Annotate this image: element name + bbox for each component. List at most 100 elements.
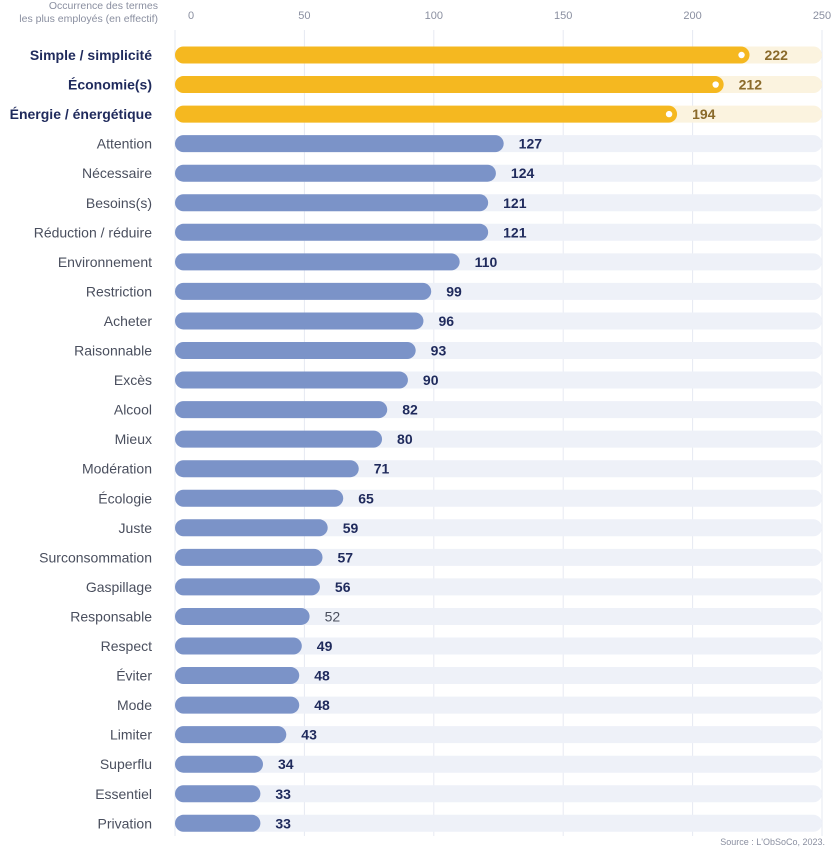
category-label: Responsable [70, 608, 152, 624]
category-label: Besoins(s) [86, 195, 152, 211]
bar [175, 342, 416, 359]
value-label: 194 [692, 106, 716, 122]
category-label: Raisonnable [74, 343, 152, 359]
bar [175, 282, 432, 300]
x-tick-label: 0 [188, 10, 194, 22]
value-label: 93 [431, 343, 447, 359]
bar [175, 312, 424, 330]
bar [175, 726, 287, 744]
value-label: 65 [358, 490, 374, 506]
value-label: 33 [275, 786, 291, 802]
x-tick-label: 200 [683, 10, 701, 22]
category-label: Gaspillage [86, 579, 152, 595]
bar [175, 253, 460, 271]
value-label: 59 [343, 520, 359, 536]
value-label: 124 [511, 165, 535, 181]
category-label: Alcool [114, 402, 152, 418]
category-label: Excès [114, 372, 152, 388]
category-label: Limiter [110, 727, 152, 743]
x-tick-label: 250 [813, 10, 831, 22]
axis-note-line-1: Occurrence des termes [48, 0, 158, 12]
bar [175, 578, 320, 596]
bar [175, 667, 300, 685]
category-label: Nécessaire [82, 165, 152, 181]
value-label: 121 [503, 224, 527, 240]
bar [175, 785, 261, 803]
value-label: 80 [397, 431, 413, 447]
bar [175, 755, 263, 773]
axis-note: Occurrence des termes les plus employés … [0, 0, 158, 25]
value-label: 34 [278, 756, 294, 772]
bar [175, 637, 302, 655]
value-label: 90 [423, 372, 439, 388]
bar-track [175, 548, 822, 566]
axis-note-line-2: les plus employés (en effectif) [19, 12, 158, 25]
bar-track [175, 667, 822, 685]
bar-track [175, 726, 822, 744]
bar [175, 430, 383, 448]
value-label: 127 [519, 136, 543, 152]
bar-track [175, 785, 822, 803]
bar [175, 607, 310, 625]
bar [175, 164, 496, 182]
bar-track [175, 696, 822, 714]
bar-track [175, 637, 822, 655]
bar [175, 135, 504, 153]
bar-track [175, 519, 822, 537]
category-label: Réduction / réduire [34, 224, 153, 240]
bar [175, 401, 388, 419]
x-tick-label: 50 [298, 10, 310, 22]
value-label: 56 [335, 579, 351, 595]
category-label: Mode [117, 697, 152, 713]
category-label: Superflu [100, 756, 152, 772]
category-label: Juste [119, 520, 153, 536]
bar [175, 548, 323, 566]
category-label: Surconsommation [39, 549, 152, 565]
bar [175, 489, 344, 507]
value-label: 110 [475, 254, 498, 270]
value-label: 96 [438, 313, 454, 329]
bar-track [175, 755, 822, 773]
bar [175, 696, 300, 714]
x-tick-label: 150 [554, 10, 572, 22]
value-label: 52 [325, 608, 341, 624]
bar [175, 105, 678, 123]
value-label: 43 [301, 727, 317, 743]
value-label: 121 [503, 195, 527, 211]
bar-track [175, 607, 822, 625]
value-label: 82 [402, 402, 418, 418]
value-label: 33 [275, 815, 291, 831]
category-label: Simple / simplicité [30, 47, 152, 63]
category-label: Privation [98, 815, 152, 831]
bar-end-dot [712, 81, 719, 88]
value-label: 212 [739, 77, 763, 93]
value-label: 57 [338, 549, 354, 565]
bar-track [175, 578, 822, 596]
category-label: Essentiel [95, 786, 152, 802]
value-label: 48 [314, 668, 330, 684]
x-tick-label: 100 [425, 10, 443, 22]
bar [175, 76, 724, 94]
bar-track [175, 814, 822, 832]
bar [175, 223, 489, 241]
value-label: 48 [314, 697, 330, 713]
category-label: Économie(s) [68, 77, 152, 93]
bar [175, 460, 359, 478]
bar-end-dot [738, 51, 745, 59]
category-label: Acheter [104, 313, 153, 329]
bar [175, 46, 750, 64]
bar [175, 194, 489, 212]
value-label: 49 [317, 638, 333, 654]
source-note: Source : L'ObSoCo, 2023. [720, 837, 825, 847]
category-label: Restriction [86, 283, 152, 299]
value-label: 99 [446, 283, 462, 299]
bar [175, 371, 408, 389]
bar [175, 519, 328, 537]
category-label: Écologie [98, 490, 152, 506]
bar [175, 814, 261, 832]
category-label: Environnement [58, 254, 152, 270]
category-label: Éviter [116, 668, 152, 684]
category-label: Modération [82, 461, 152, 477]
category-label: Respect [101, 638, 152, 654]
